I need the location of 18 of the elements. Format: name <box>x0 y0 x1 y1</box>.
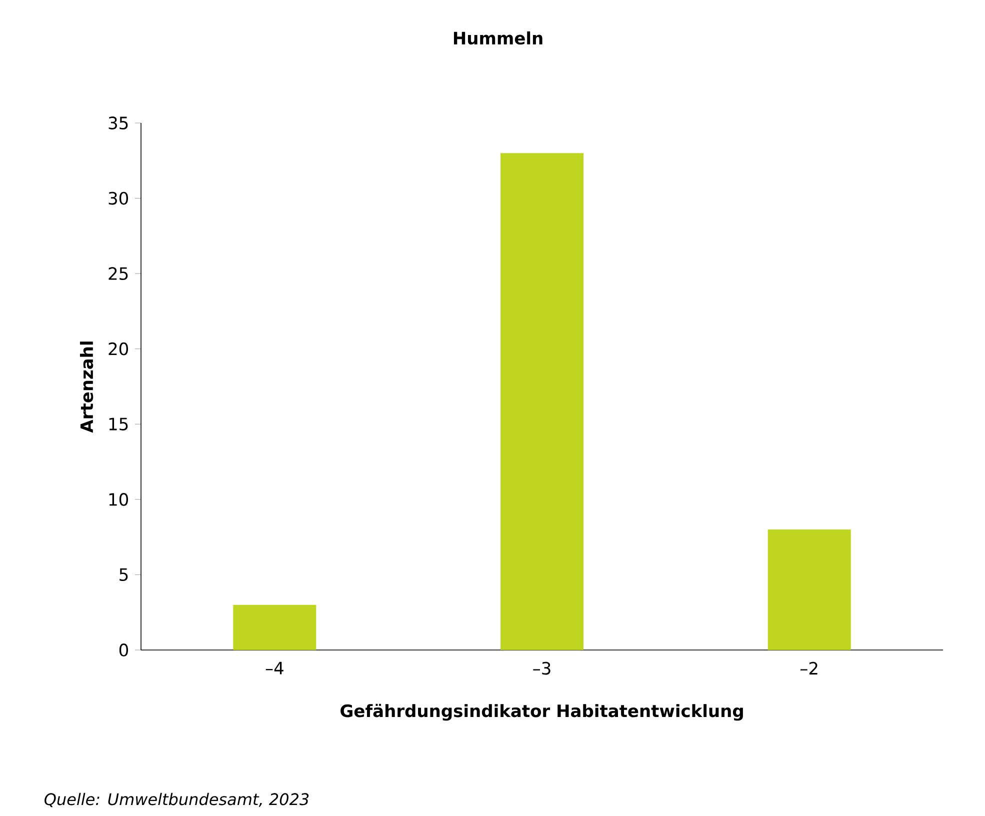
y-tick-label: 30 <box>108 192 128 205</box>
y-tick-label: 15 <box>109 418 128 430</box>
bar <box>768 530 851 650</box>
y-tick-label: 25 <box>108 267 128 280</box>
bar <box>233 604 316 650</box>
y-tick-label: 0 <box>119 644 128 656</box>
x-tick-label: –2 <box>800 662 818 674</box>
y-tick-label: 20 <box>108 342 128 356</box>
y-tick-label: 10 <box>109 492 128 506</box>
y-tick-label: 35 <box>108 116 128 130</box>
x-axis-title: Gefährdungsindikator Habitatentwicklung <box>340 704 743 721</box>
y-tick-label: 5 <box>120 568 128 582</box>
x-tick-label: –3 <box>533 662 550 675</box>
y-axis-title: Artenzahl <box>80 342 94 433</box>
bar <box>500 153 584 650</box>
text: Quelle: Umweltbundesamt, 2023 <box>44 792 309 808</box>
chart-title: Hummeln <box>454 31 542 45</box>
x-tick-label: –4 <box>266 662 284 674</box>
